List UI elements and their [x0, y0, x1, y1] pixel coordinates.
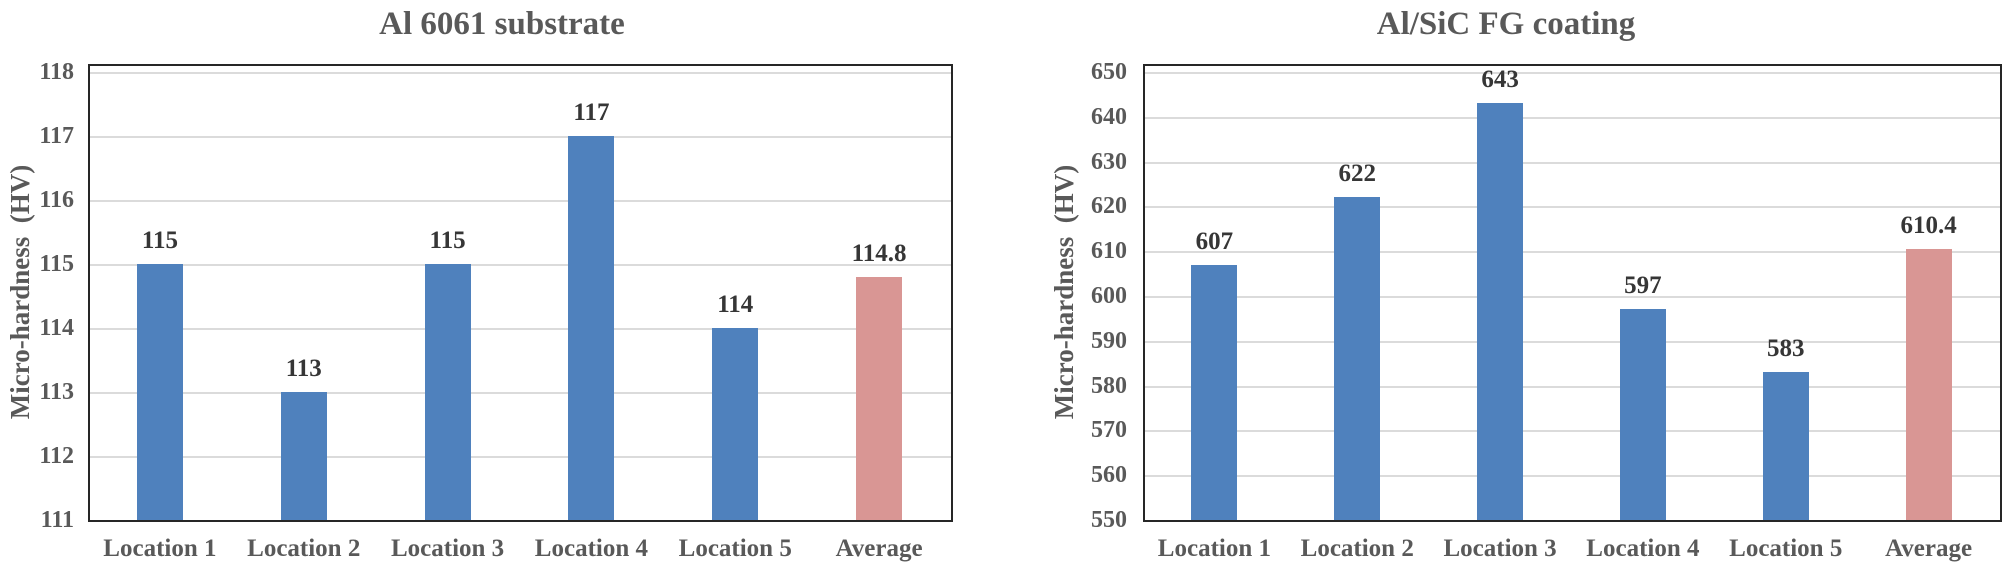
data-label-location-5: 114	[717, 291, 754, 318]
bar-average	[1905, 249, 1952, 520]
bar-location-1	[136, 264, 183, 520]
gridline	[90, 456, 951, 458]
gridline	[1145, 340, 2000, 343]
x-category-label-location-4: Location 4	[534, 535, 648, 562]
x-category-label-location-5: Location 5	[1729, 535, 1843, 562]
gridline	[1145, 161, 2000, 164]
gridline	[1145, 475, 2000, 478]
x-category-label-location-2: Location 2	[247, 535, 361, 562]
data-label-average: 610.4	[1900, 212, 1957, 240]
x-category-label-location-2: Location 2	[1300, 535, 1414, 562]
bar-location-2	[1334, 197, 1381, 520]
y-tick-label: 630	[1091, 148, 1127, 175]
y-tick-label: 570	[1091, 417, 1127, 444]
gridline	[90, 264, 951, 266]
y-tick-label: 580	[1091, 372, 1127, 399]
bar-location-5	[712, 328, 759, 520]
data-label-location-3: 643	[1481, 66, 1519, 94]
y-tick-label: 112	[39, 443, 74, 469]
bar-location-4	[568, 136, 615, 520]
chart-al-sic-fg-coating: Al/SiC FG coating Micro-hardness (HV) 55…	[1004, 0, 2008, 568]
x-category-label-average: Average	[835, 535, 923, 562]
y-tick-label: 610	[1091, 238, 1127, 265]
bar-location-3	[1477, 103, 1524, 520]
x-category-label-location-3: Location 3	[1443, 535, 1557, 562]
y-tick-label: 116	[39, 187, 74, 213]
y-tick-label: 118	[39, 59, 74, 85]
x-category-label-location-1: Location 1	[1157, 535, 1271, 562]
y-tick-label: 650	[1091, 59, 1127, 85]
gridline	[90, 392, 951, 394]
x-category-label-average: Average	[1885, 535, 1973, 562]
x-category-label-location-5: Location 5	[678, 535, 792, 562]
gridline	[90, 200, 951, 202]
y-tick-label: 550	[1091, 507, 1127, 533]
y-tick-label: 117	[39, 123, 74, 149]
data-label-location-1: 115	[141, 227, 178, 254]
y-tick-label: 640	[1091, 103, 1127, 130]
gridline	[90, 328, 951, 330]
y-tick-label: 600	[1091, 283, 1127, 309]
bar-location-1	[1191, 264, 1238, 520]
gridline	[1145, 116, 2000, 119]
y-tick-label: 590	[1091, 327, 1127, 354]
y-axis-label: Micro-hardness (HV)	[5, 164, 35, 420]
x-category-label-location-4: Location 4	[1586, 535, 1700, 562]
bar-location-2	[280, 392, 327, 520]
x-category-label-location-3: Location 3	[390, 535, 505, 562]
data-label-location-4: 117	[573, 99, 610, 126]
plot-area	[1143, 64, 2002, 522]
y-tick-label: 115	[39, 251, 74, 277]
data-label-location-2: 622	[1338, 160, 1377, 188]
gridline	[1145, 72, 2000, 74]
data-label-location-5: 583	[1767, 335, 1805, 363]
y-tick-label: 620	[1091, 193, 1127, 220]
gridline	[1145, 385, 2000, 388]
bar-location-4	[1619, 309, 1666, 520]
plot-area	[88, 64, 953, 522]
gridline	[1145, 251, 2000, 254]
gridline	[1145, 296, 2000, 298]
data-label-location-2: 113	[285, 355, 322, 382]
y-tick-label: 113	[39, 379, 74, 405]
y-tick-label: 111	[40, 507, 74, 533]
chart-al-6061-substrate: Al 6061 substrate Micro-hardness (HV) 11…	[5, 6, 953, 562]
y-tick-label: 114	[39, 315, 74, 341]
bar-location-5	[1762, 372, 1809, 520]
gridline	[1145, 206, 2000, 209]
gridline	[1145, 430, 2000, 433]
data-label-location-3: 115	[429, 227, 466, 254]
data-label-location-4: 597	[1624, 272, 1662, 300]
x-category-label-location-1: Location 1	[103, 535, 217, 562]
chart-title: Al 6061 substrate	[379, 6, 625, 42]
data-label-average: 114.8	[851, 239, 907, 267]
bar-average	[856, 276, 903, 520]
gridline	[90, 72, 951, 74]
bar-location-3	[424, 264, 471, 520]
gridline	[90, 136, 951, 138]
chart-title: Al/SiC FG coating	[1376, 6, 1636, 42]
data-label-location-1: 607	[1195, 227, 1234, 255]
y-tick-label: 560	[1091, 462, 1127, 489]
